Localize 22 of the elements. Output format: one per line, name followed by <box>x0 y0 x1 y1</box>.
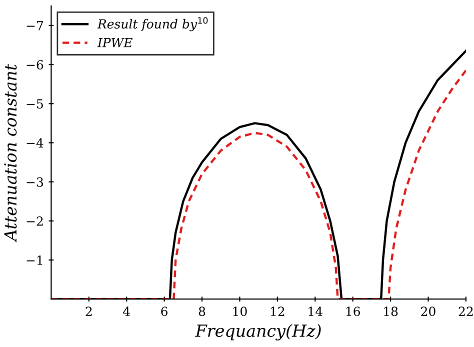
x-axis-title: Frequancy(Hz) <box>195 324 321 340</box>
y-tick-label: −7 <box>26 21 43 30</box>
y-tick-label: −4 <box>26 138 44 148</box>
y-tick-label: −2 <box>26 216 43 226</box>
x-tick-label: 6 <box>161 306 168 316</box>
x-tick-label: 8 <box>198 306 206 316</box>
y-axis-title: Attenuation constant <box>4 64 17 242</box>
x-tick-label: 4 <box>123 306 130 316</box>
y-tick-label: −6 <box>26 60 44 70</box>
y-tick-label: −1 <box>26 255 42 265</box>
x-tick-label: 20 <box>421 306 436 316</box>
y-tick-label: −3 <box>26 177 43 187</box>
legend-label: Result found by$^{10}$ <box>97 17 208 32</box>
y-tick-label: −5 <box>26 99 43 109</box>
x-tick-label: 22 <box>458 306 473 316</box>
x-tick-label: 10 <box>233 306 247 316</box>
legend-label: IPWE <box>97 38 133 48</box>
x-tick-label: 16 <box>346 306 360 316</box>
x-tick-label: 18 <box>384 306 398 316</box>
x-tick-label: 12 <box>270 306 284 316</box>
x-tick-label: 14 <box>308 306 322 316</box>
x-tick-label: 2 <box>86 306 92 316</box>
